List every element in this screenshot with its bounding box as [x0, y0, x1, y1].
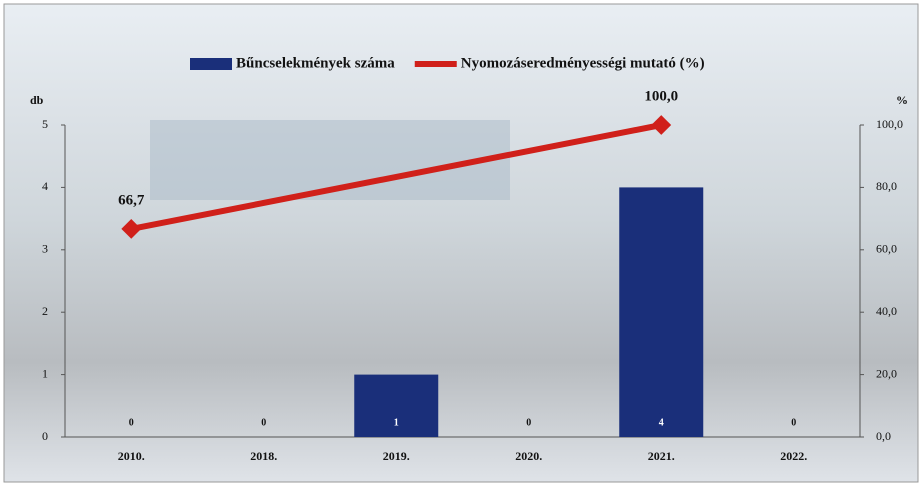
y2-tick-label: 40,0	[876, 304, 897, 318]
bar-value-label: 4	[659, 417, 664, 428]
bar-value-label: 0	[129, 417, 134, 428]
bar-value-label: 1	[394, 417, 399, 428]
line-value-label: 66,7	[118, 192, 145, 208]
y-tick-label: 1	[42, 366, 48, 380]
y-tick-label: 0	[42, 429, 48, 443]
bar-value-label: 0	[526, 417, 531, 428]
x-tick-label: 2021.	[648, 449, 675, 463]
x-tick-label: 2020.	[515, 449, 542, 463]
chart: db % 0 1 2 3 4 5 0,0 20,0 40,0 60,0 80,0 100,0 2010.…	[0, 0, 922, 486]
y-tick-label: 2	[42, 304, 48, 318]
y2-axis-label: %	[896, 93, 908, 107]
legend-label: Bűncselekmények száma	[236, 55, 395, 71]
y-tick-label: 5	[42, 117, 48, 131]
y-tick-label: 3	[42, 242, 48, 256]
bar-value-label: 0	[261, 417, 266, 428]
bar-value-label: 0	[791, 417, 796, 428]
y2-tick-label: 60,0	[876, 242, 897, 256]
x-tick-label: 2018.	[250, 449, 277, 463]
legend-swatch	[190, 58, 232, 70]
legend-label: Nyomozáseredményességi mutató (%)	[461, 55, 705, 71]
line-value-label: 100,0	[644, 88, 678, 104]
y2-tick-label: 100,0	[876, 117, 903, 131]
x-tick-label: 2022.	[780, 449, 807, 463]
y-tick-label: 4	[42, 179, 48, 193]
y2-tick-label: 80,0	[876, 179, 897, 193]
x-tick-label: 2019.	[383, 449, 410, 463]
y2-tick-label: 0,0	[876, 429, 891, 443]
bar	[619, 187, 703, 437]
background	[4, 4, 918, 482]
y-axis-label: db	[30, 93, 44, 107]
y2-tick-label: 20,0	[876, 366, 897, 380]
x-tick-label: 2010.	[118, 449, 145, 463]
